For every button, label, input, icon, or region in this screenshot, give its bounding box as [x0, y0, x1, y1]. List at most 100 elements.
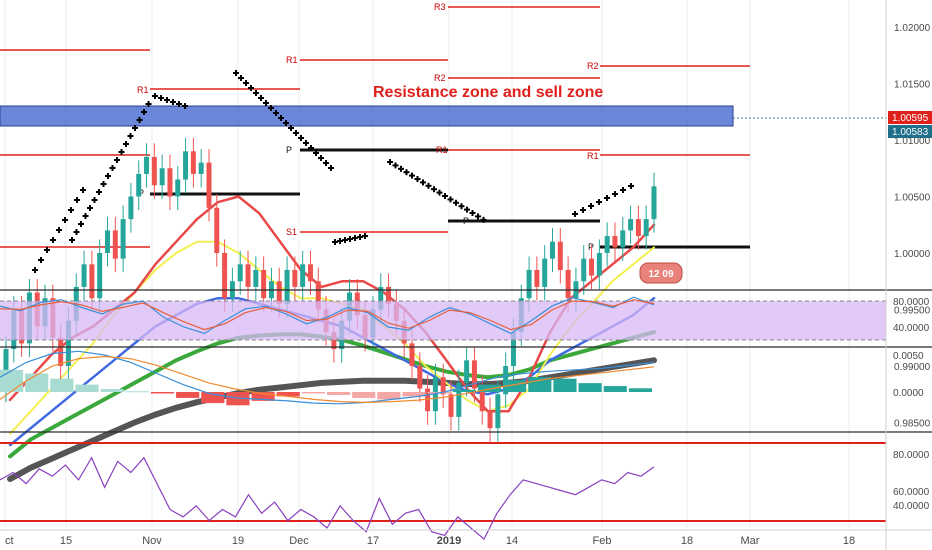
stochastic-tick-label: 80.0000	[893, 297, 930, 308]
parabolic-sar	[32, 70, 634, 273]
candle	[386, 286, 392, 304]
pivot-label: R1	[137, 85, 149, 95]
candle	[651, 186, 657, 220]
macd-tick-label: 0.0050	[893, 351, 924, 362]
pivot-label: R1	[436, 145, 448, 155]
rsi-tick-label: 60.0000	[893, 487, 930, 498]
candle	[620, 230, 626, 248]
candle	[628, 219, 634, 231]
second-price-value: 1.00583	[892, 127, 929, 138]
rsi-line	[0, 456, 655, 541]
candle	[58, 337, 64, 366]
candle	[97, 253, 103, 299]
candle	[487, 411, 493, 429]
candle	[120, 219, 126, 259]
candle	[261, 269, 267, 299]
macd-bar	[628, 388, 652, 392]
candle	[300, 264, 306, 287]
resistance-zone	[0, 105, 734, 127]
pivot-label: R1	[587, 151, 599, 161]
stochastic-axis: 80.0000 40.0000	[893, 297, 930, 334]
macd-bar	[50, 378, 74, 392]
price-tick-label: 0.99000	[894, 362, 931, 373]
time-tick-label: Dec	[289, 535, 309, 547]
candle	[596, 253, 602, 276]
candle	[315, 281, 321, 310]
candle	[167, 168, 173, 197]
candle	[89, 264, 95, 299]
price-tick-label: 1.00000	[894, 249, 931, 260]
candle	[198, 162, 204, 174]
time-tick-label: 15	[60, 535, 72, 547]
candle	[253, 269, 259, 287]
rsi-tick-label: 80.0000	[893, 450, 930, 461]
candle	[307, 264, 313, 282]
candle	[417, 366, 423, 389]
rsi-pane[interactable]	[0, 442, 886, 541]
price-tick-label: 1.01500	[894, 80, 931, 91]
candles	[3, 137, 657, 442]
candle	[409, 343, 415, 366]
candle	[112, 230, 118, 259]
candle	[456, 382, 462, 417]
macd-bar	[477, 384, 502, 392]
candle	[245, 264, 251, 287]
candle	[81, 264, 87, 287]
candle	[565, 269, 571, 299]
time-axis[interactable]: ct 15 Nov 19 Dec 17 2019 14 Feb 18 Mar 18	[5, 535, 855, 547]
macd-bar	[0, 369, 24, 392]
macd-bar	[603, 386, 627, 392]
macd-bar	[327, 392, 351, 395]
candle	[104, 230, 110, 253]
pivot-lines: R3R2R1R2R1R1R1PPPPS1	[0, 2, 750, 252]
badge-icon	[639, 262, 683, 284]
candle	[159, 168, 165, 186]
stochastic-band	[0, 301, 886, 340]
badge: 12 09	[639, 262, 683, 284]
rsi-axis: 80.0000 60.0000 40.0000	[893, 450, 930, 512]
candle	[557, 241, 563, 270]
macd-line	[0, 350, 655, 405]
candle	[643, 219, 649, 237]
last-price-tag	[888, 111, 932, 124]
candle	[206, 162, 212, 208]
candle	[3, 349, 9, 389]
stochastic-pane[interactable]	[0, 296, 886, 341]
candle	[128, 196, 134, 220]
macd-signal-line	[0, 355, 655, 404]
candle	[222, 253, 228, 299]
candle	[276, 281, 282, 304]
macd-pane[interactable]	[0, 350, 655, 406]
rsi-tick-label: 40.0000	[893, 501, 930, 512]
macd-bar	[276, 392, 300, 397]
candle	[550, 241, 556, 259]
candle	[136, 173, 142, 197]
annotation-text: Resistance zone and sell zone	[373, 84, 603, 101]
candle	[534, 269, 540, 287]
candle	[432, 377, 438, 412]
candle	[284, 269, 290, 304]
macd-bar	[75, 384, 99, 392]
candle	[237, 264, 243, 282]
candle	[526, 269, 532, 299]
badge-label: 12 09	[648, 269, 673, 280]
last-price-value: 1.00595	[892, 113, 929, 124]
candle	[183, 151, 189, 180]
macd-bar	[352, 392, 376, 398]
price-tick-label: 1.00500	[894, 193, 931, 204]
time-tick-label: Nov	[142, 535, 162, 547]
macd-axis: 0.0050 0.0000	[893, 351, 924, 399]
time-tick-label: Mar	[741, 535, 760, 547]
candle	[503, 366, 509, 395]
candle	[65, 320, 71, 366]
pivot-label: R3	[434, 2, 446, 12]
candle	[292, 269, 298, 287]
macd-bar	[301, 392, 325, 394]
price-tick-label: 0.99500	[894, 306, 931, 317]
pivot-label: P	[286, 145, 292, 155]
macd-bar	[251, 392, 275, 401]
candle	[479, 388, 485, 412]
price-axis[interactable]: 1.02000 1.01500 1.01000 1.00500 1.00000 0.995…	[894, 23, 931, 430]
candle	[144, 156, 150, 174]
